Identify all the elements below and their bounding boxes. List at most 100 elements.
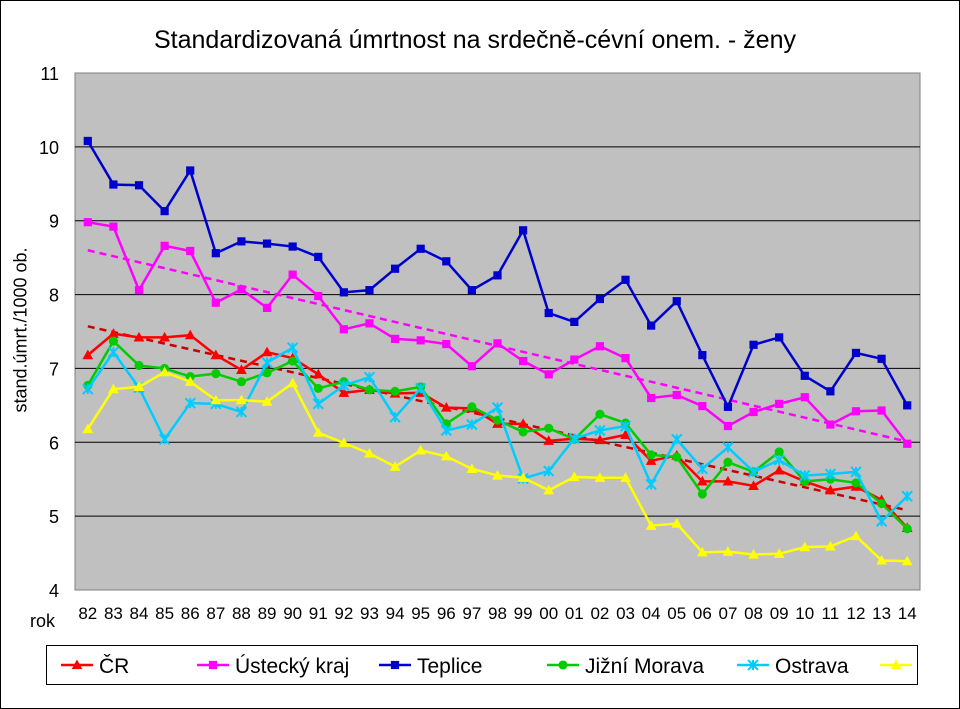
point-marker	[184, 397, 196, 409]
x-tick-label: 12	[847, 604, 866, 623]
x-tick-label: 03	[616, 604, 635, 623]
x-tick-label: 92	[334, 604, 353, 623]
point-marker	[208, 660, 218, 670]
x-tick-label: 84	[130, 604, 149, 623]
point-marker	[390, 264, 400, 273]
point-marker	[543, 465, 555, 477]
y-tick-label: 11	[40, 64, 59, 84]
point-marker	[519, 356, 528, 366]
y-tick-label: 7	[49, 359, 59, 379]
point-marker	[159, 366, 170, 377]
point-marker	[568, 432, 580, 445]
point-marker	[109, 180, 118, 189]
point-marker	[595, 342, 605, 351]
point-marker	[850, 530, 862, 541]
y-tick-label: 9	[49, 212, 59, 232]
x-tick-label: 13	[872, 604, 891, 623]
point-marker	[645, 478, 657, 491]
point-marker	[262, 239, 272, 248]
point-marker	[826, 420, 835, 429]
point-marker	[440, 402, 452, 412]
point-marker	[440, 450, 452, 461]
point-marker	[890, 659, 902, 670]
point-marker	[775, 333, 784, 342]
point-marker	[467, 402, 477, 412]
point-marker	[773, 548, 785, 558]
point-marker	[236, 394, 247, 405]
point-marker	[824, 468, 837, 480]
point-marker	[288, 242, 297, 251]
point-marker	[261, 396, 273, 406]
point-marker	[133, 381, 145, 391]
x-tick-label: 11	[822, 604, 840, 623]
point-marker	[722, 475, 734, 486]
point-marker	[672, 452, 682, 462]
x-tick-label: 01	[565, 604, 584, 623]
point-marker	[262, 303, 272, 312]
point-marker	[365, 319, 374, 328]
plot-area	[74, 72, 921, 591]
point-marker	[619, 420, 632, 432]
point-marker	[492, 469, 503, 480]
point-marker	[466, 463, 478, 473]
point-marker	[363, 371, 376, 383]
point-marker	[594, 434, 606, 445]
legend-item: Ústecký kraj	[197, 655, 349, 678]
point-marker	[748, 480, 759, 490]
point-marker	[747, 659, 759, 671]
point-marker	[875, 515, 888, 527]
point-marker	[312, 398, 324, 410]
point-marker	[558, 660, 568, 670]
y-tick-label: 8	[49, 286, 59, 306]
point-marker	[390, 660, 400, 670]
point-marker	[749, 407, 758, 417]
point-marker	[237, 237, 246, 246]
x-tick-label: 85	[155, 604, 174, 623]
point-marker	[211, 369, 221, 379]
point-marker	[697, 489, 707, 499]
point-marker	[338, 379, 350, 392]
point-marker	[775, 399, 784, 408]
point-marker	[237, 285, 246, 294]
point-marker	[773, 464, 785, 475]
point-marker	[109, 222, 118, 231]
point-marker	[313, 383, 323, 393]
point-marker	[82, 349, 94, 360]
point-marker	[851, 348, 861, 358]
point-marker	[825, 484, 836, 495]
point-marker	[799, 469, 811, 482]
point-marker	[416, 336, 425, 345]
point-marker	[210, 349, 222, 360]
point-marker	[83, 136, 92, 146]
point-marker	[134, 360, 144, 371]
point-marker	[288, 356, 298, 366]
y-tick-label: 10	[39, 138, 59, 158]
point-marker	[877, 354, 886, 363]
point-marker	[288, 270, 297, 279]
point-marker	[415, 444, 427, 455]
point-marker	[466, 418, 478, 431]
y-tick-label: 5	[49, 507, 59, 527]
point-marker	[876, 554, 887, 565]
point-marker	[160, 241, 169, 250]
point-marker	[467, 362, 476, 371]
point-marker	[314, 291, 323, 301]
x-tick-label: 07	[718, 604, 737, 623]
point-marker	[83, 218, 92, 227]
point-marker	[493, 339, 502, 348]
point-marker	[595, 294, 605, 304]
x-tick-label: 99	[514, 604, 533, 623]
point-marker	[851, 478, 861, 488]
legend-item: Ostrava	[737, 655, 849, 678]
point-marker	[364, 385, 375, 395]
x-tick-label: 95	[411, 604, 430, 623]
point-marker	[440, 424, 452, 437]
point-marker	[159, 331, 170, 342]
point-marker	[389, 461, 401, 471]
point-marker	[133, 331, 145, 342]
legend-item: Jižní Morava	[547, 655, 704, 678]
point-marker	[621, 275, 630, 284]
point-marker	[544, 423, 554, 433]
point-marker	[698, 351, 707, 360]
point-marker	[672, 297, 681, 306]
